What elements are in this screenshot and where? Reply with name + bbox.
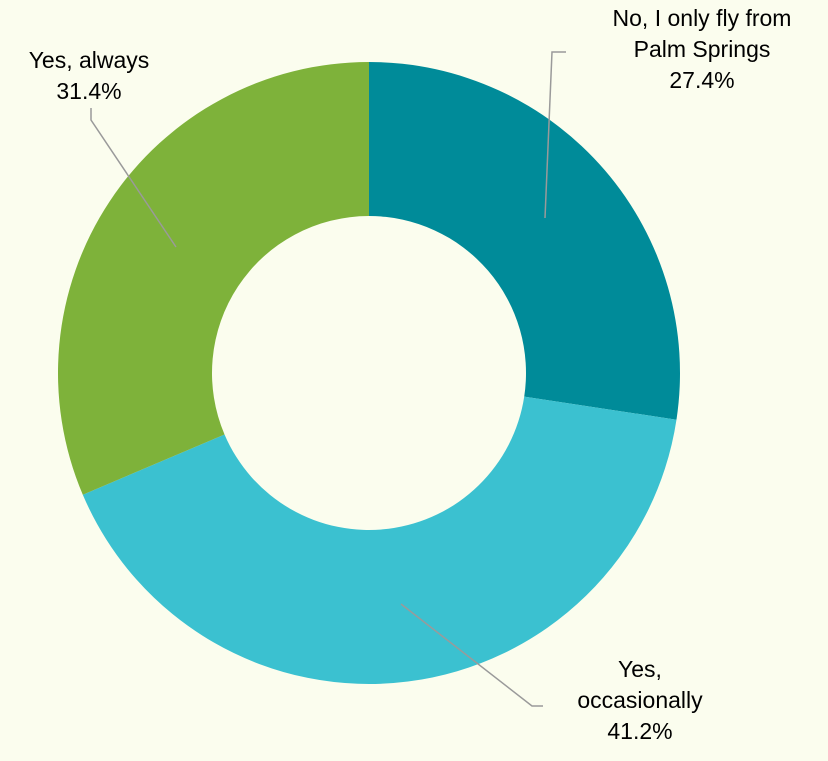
data-label-3: Yes, always 31.4% bbox=[29, 47, 150, 104]
data-label-text: occasionally bbox=[577, 687, 703, 713]
data-label-percent: 41.2% bbox=[607, 718, 672, 744]
leader-line-2 bbox=[400, 603, 543, 707]
pie-slice-2 bbox=[82, 396, 677, 684]
leader-line-3 bbox=[90, 108, 177, 248]
data-label-percent: 31.4% bbox=[56, 78, 121, 104]
data-label-percent: 27.4% bbox=[669, 67, 734, 93]
data-label-text: No, I only fly from bbox=[613, 5, 792, 31]
pie-slice-1 bbox=[369, 62, 680, 420]
data-label-text: Palm Springs bbox=[634, 36, 771, 62]
data-label-1: No, I only fly from Palm Springs 27.4% bbox=[613, 5, 792, 93]
data-label-text: Yes, always bbox=[29, 47, 150, 73]
pie-slice-3 bbox=[57, 62, 369, 495]
data-label-text: Yes, bbox=[618, 656, 662, 682]
leader-line-1 bbox=[544, 51, 566, 219]
data-label-2: Yes, occasionally 41.2% bbox=[577, 656, 703, 744]
